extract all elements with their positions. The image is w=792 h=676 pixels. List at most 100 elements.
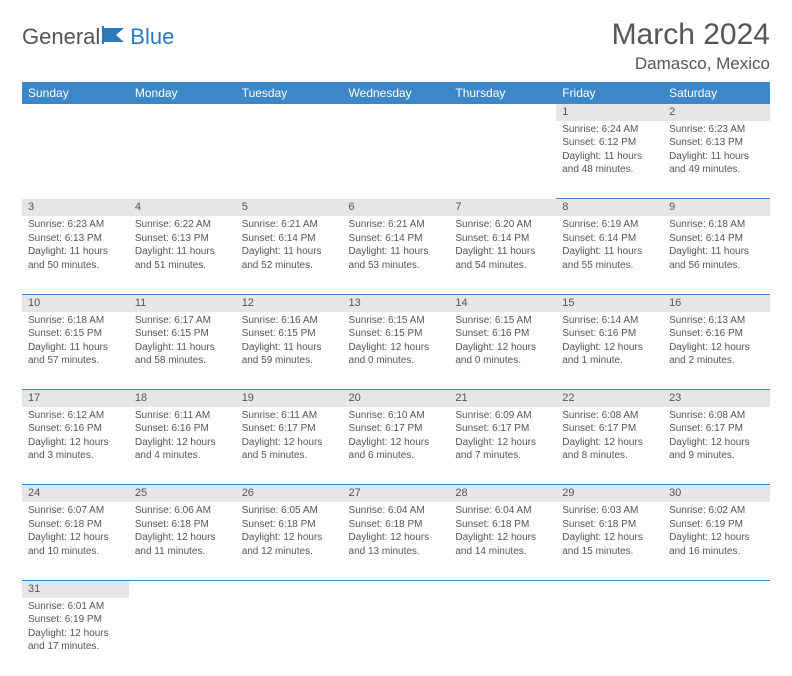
sunset-text: Sunset: 6:15 PM (28, 327, 123, 341)
weekday-header-row: Sunday Monday Tuesday Wednesday Thursday… (22, 82, 770, 104)
sunrise-text: Sunrise: 6:19 AM (562, 218, 657, 232)
sunrise-text: Sunrise: 6:21 AM (349, 218, 444, 232)
daylight-text: Daylight: 12 hours and 14 minutes. (455, 531, 550, 558)
week-row: Sunrise: 6:24 AMSunset: 6:12 PMDaylight:… (22, 121, 770, 199)
day-cell: Sunrise: 6:16 AMSunset: 6:15 PMDaylight:… (236, 312, 343, 390)
sunrise-text: Sunrise: 6:15 AM (455, 314, 550, 328)
sunrise-text: Sunrise: 6:23 AM (28, 218, 123, 232)
day-number: 27 (343, 485, 450, 502)
sunrise-text: Sunrise: 6:09 AM (455, 409, 550, 423)
day-details: Sunrise: 6:12 AMSunset: 6:16 PMDaylight:… (22, 407, 129, 467)
daylight-text: Daylight: 11 hours and 56 minutes. (669, 245, 764, 272)
day-number: 30 (663, 485, 770, 502)
day-number: 21 (449, 390, 556, 407)
sunrise-text: Sunrise: 6:17 AM (135, 314, 230, 328)
day-number: 31 (22, 580, 129, 597)
sunrise-text: Sunrise: 6:08 AM (562, 409, 657, 423)
flag-icon (102, 26, 128, 49)
day-details: Sunrise: 6:15 AMSunset: 6:15 PMDaylight:… (343, 312, 450, 372)
weekday-header: Wednesday (343, 82, 450, 104)
daylight-text: Daylight: 12 hours and 11 minutes. (135, 531, 230, 558)
week-row: Sunrise: 6:07 AMSunset: 6:18 PMDaylight:… (22, 502, 770, 580)
day-cell: Sunrise: 6:15 AMSunset: 6:15 PMDaylight:… (343, 312, 450, 390)
daylight-text: Daylight: 11 hours and 54 minutes. (455, 245, 550, 272)
day-number-row: 12 (22, 104, 770, 121)
day-details: Sunrise: 6:21 AMSunset: 6:14 PMDaylight:… (236, 216, 343, 276)
day-number: 6 (343, 199, 450, 216)
day-details: Sunrise: 6:14 AMSunset: 6:16 PMDaylight:… (556, 312, 663, 372)
day-cell (449, 598, 556, 676)
day-cell: Sunrise: 6:04 AMSunset: 6:18 PMDaylight:… (343, 502, 450, 580)
day-cell: Sunrise: 6:11 AMSunset: 6:17 PMDaylight:… (236, 407, 343, 485)
daylight-text: Daylight: 11 hours and 58 minutes. (135, 341, 230, 368)
sunrise-text: Sunrise: 6:14 AM (562, 314, 657, 328)
sunrise-text: Sunrise: 6:10 AM (349, 409, 444, 423)
location-label: Damasco, Mexico (612, 54, 770, 74)
day-details: Sunrise: 6:18 AMSunset: 6:15 PMDaylight:… (22, 312, 129, 372)
sunrise-text: Sunrise: 6:03 AM (562, 504, 657, 518)
day-number-row: 17181920212223 (22, 390, 770, 407)
sunrise-text: Sunrise: 6:08 AM (669, 409, 764, 423)
sunrise-text: Sunrise: 6:04 AM (455, 504, 550, 518)
sunset-text: Sunset: 6:17 PM (562, 422, 657, 436)
day-cell: Sunrise: 6:04 AMSunset: 6:18 PMDaylight:… (449, 502, 556, 580)
day-cell (129, 121, 236, 199)
sunrise-text: Sunrise: 6:15 AM (349, 314, 444, 328)
sunrise-text: Sunrise: 6:20 AM (455, 218, 550, 232)
day-number (236, 580, 343, 597)
day-details: Sunrise: 6:21 AMSunset: 6:14 PMDaylight:… (343, 216, 450, 276)
day-details: Sunrise: 6:17 AMSunset: 6:15 PMDaylight:… (129, 312, 236, 372)
day-cell (663, 598, 770, 676)
day-details: Sunrise: 6:08 AMSunset: 6:17 PMDaylight:… (556, 407, 663, 467)
sunrise-text: Sunrise: 6:23 AM (669, 123, 764, 137)
day-number (129, 104, 236, 121)
day-number (663, 580, 770, 597)
day-cell: Sunrise: 6:02 AMSunset: 6:19 PMDaylight:… (663, 502, 770, 580)
daylight-text: Daylight: 12 hours and 5 minutes. (242, 436, 337, 463)
calendar-table: Sunday Monday Tuesday Wednesday Thursday… (22, 82, 770, 676)
sunset-text: Sunset: 6:18 PM (28, 518, 123, 532)
day-cell: Sunrise: 6:17 AMSunset: 6:15 PMDaylight:… (129, 312, 236, 390)
sunrise-text: Sunrise: 6:07 AM (28, 504, 123, 518)
sunset-text: Sunset: 6:18 PM (135, 518, 230, 532)
day-number: 24 (22, 485, 129, 502)
day-cell (129, 598, 236, 676)
day-details: Sunrise: 6:01 AMSunset: 6:19 PMDaylight:… (22, 598, 129, 658)
sunrise-text: Sunrise: 6:22 AM (135, 218, 230, 232)
day-cell: Sunrise: 6:07 AMSunset: 6:18 PMDaylight:… (22, 502, 129, 580)
day-details: Sunrise: 6:13 AMSunset: 6:16 PMDaylight:… (663, 312, 770, 372)
week-row: Sunrise: 6:23 AM Sunset: 6:13 PM Daylight:… (22, 216, 770, 294)
day-number-row: 31 (22, 580, 770, 597)
daylight-text: Daylight: 12 hours and 13 minutes. (349, 531, 444, 558)
sunset-text: Sunset: 6:14 PM (669, 232, 764, 246)
day-cell: Sunrise: 6:12 AMSunset: 6:16 PMDaylight:… (22, 407, 129, 485)
week-row: Sunrise: 6:18 AMSunset: 6:15 PMDaylight:… (22, 312, 770, 390)
sunset-text: Sunset: 6:17 PM (455, 422, 550, 436)
daylight-text: Daylight: 11 hours and 57 minutes. (28, 341, 123, 368)
weekday-header: Friday (556, 82, 663, 104)
day-cell: Sunrise: 6:24 AMSunset: 6:12 PMDaylight:… (556, 121, 663, 199)
day-number: 8 (556, 199, 663, 216)
daylight-text: Daylight: 12 hours and 6 minutes. (349, 436, 444, 463)
day-number-row: 3456789 (22, 199, 770, 216)
day-details: Sunrise: 6:02 AMSunset: 6:19 PMDaylight:… (663, 502, 770, 562)
sunrise-text: Sunrise: 6:11 AM (135, 409, 230, 423)
day-details: Sunrise: 6:09 AMSunset: 6:17 PMDaylight:… (449, 407, 556, 467)
sunset-text: Sunset: 6:19 PM (28, 613, 123, 627)
day-cell: Sunrise: 6:13 AMSunset: 6:16 PMDaylight:… (663, 312, 770, 390)
sunrise-text: Sunrise: 6:24 AM (562, 123, 657, 137)
day-details: Sunrise: 6:04 AMSunset: 6:18 PMDaylight:… (343, 502, 450, 562)
day-details: Sunrise: 6:08 AMSunset: 6:17 PMDaylight:… (663, 407, 770, 467)
daylight-text: Daylight: 11 hours and 53 minutes. (349, 245, 444, 272)
sunset-text: Sunset: 6:13 PM (135, 232, 230, 246)
day-details: Sunrise: 6:07 AMSunset: 6:18 PMDaylight:… (22, 502, 129, 562)
day-cell (22, 121, 129, 199)
sunset-text: Sunset: 6:18 PM (455, 518, 550, 532)
weekday-header: Sunday (22, 82, 129, 104)
day-number: 25 (129, 485, 236, 502)
day-cell: Sunrise: 6:23 AMSunset: 6:13 PMDaylight:… (663, 121, 770, 199)
day-cell: Sunrise: 6:18 AMSunset: 6:14 PMDaylight:… (663, 216, 770, 294)
day-cell: Sunrise: 6:23 AMSunset: 6:13 PMDaylight:… (22, 216, 129, 294)
daylight-text: Daylight: 12 hours and 8 minutes. (562, 436, 657, 463)
day-cell: Sunrise: 6:22 AMSunset: 6:13 PMDaylight:… (129, 216, 236, 294)
